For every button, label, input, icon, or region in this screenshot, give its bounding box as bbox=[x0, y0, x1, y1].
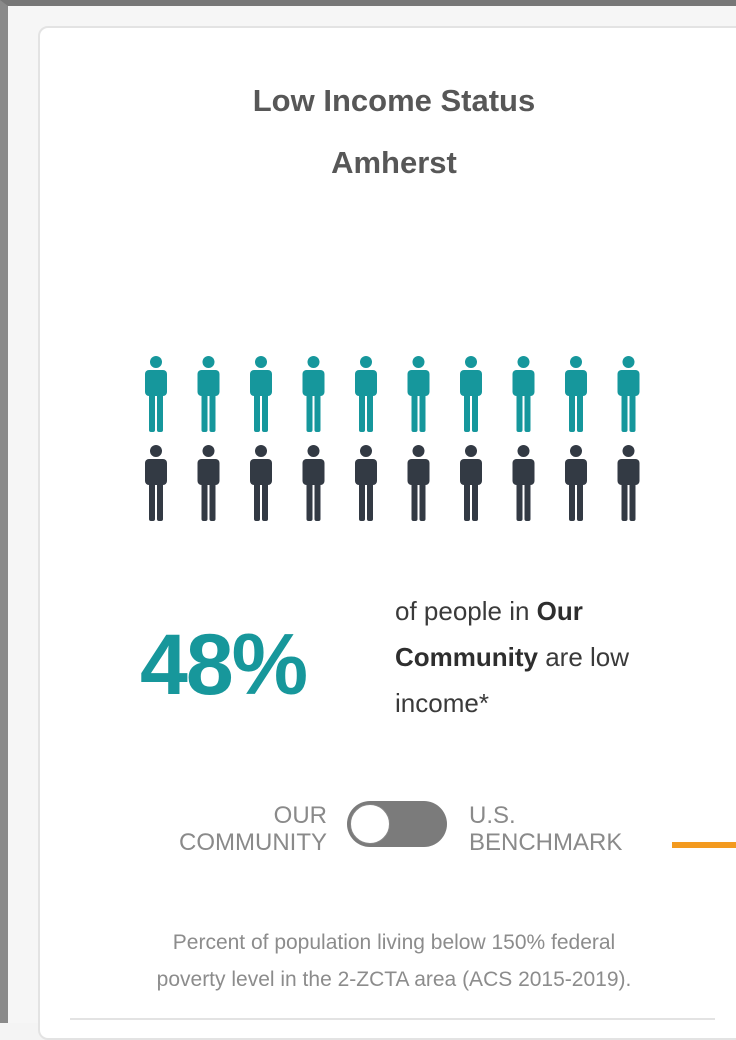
toggle-knob bbox=[350, 804, 390, 844]
person-icon bbox=[565, 445, 587, 521]
person-icon bbox=[302, 445, 325, 521]
separator bbox=[70, 1018, 715, 1020]
description-text: are low income* bbox=[395, 642, 630, 718]
person-icon bbox=[565, 356, 587, 432]
person-icon bbox=[512, 445, 535, 521]
indicator-line bbox=[672, 842, 736, 848]
label-line: BENCHMARK bbox=[469, 829, 623, 856]
toggle-label-left[interactable]: OUR COMMUNITY bbox=[40, 802, 327, 856]
card-subtitle: Amherst bbox=[331, 145, 457, 180]
footnote: Percent of population living below 150% … bbox=[172, 931, 616, 954]
toggle-label-right[interactable]: U.S. BENCHMARK bbox=[469, 802, 622, 856]
label-line: COMMUNITY bbox=[179, 829, 327, 856]
description-text: of people in bbox=[395, 596, 537, 626]
person-icon bbox=[145, 356, 167, 432]
description: of people in Our Community are low incom… bbox=[395, 588, 705, 726]
person-icon bbox=[460, 445, 482, 521]
toggle-switch[interactable] bbox=[347, 801, 447, 847]
person-icon bbox=[355, 356, 377, 432]
description-bold: Our Community bbox=[395, 596, 583, 672]
card-title: Low Income Status bbox=[252, 83, 536, 118]
person-icon bbox=[197, 445, 220, 521]
person-icon bbox=[407, 356, 430, 432]
footnote: poverty level in the 2-ZCTA area (ACS 20… bbox=[156, 968, 632, 991]
person-icon bbox=[617, 445, 640, 521]
person-icon bbox=[197, 356, 220, 432]
person-icon bbox=[250, 445, 272, 521]
person-icon bbox=[460, 356, 482, 432]
person-icon bbox=[512, 356, 535, 432]
card: Low Income Status Amherst 48% of people … bbox=[38, 26, 736, 1040]
stat-value: 48% bbox=[140, 617, 308, 713]
person-icon bbox=[617, 356, 640, 432]
pictogram bbox=[145, 356, 640, 521]
person-icon bbox=[355, 445, 377, 521]
label-line: U.S. bbox=[469, 802, 516, 829]
label-line: OUR bbox=[273, 802, 327, 829]
person-icon bbox=[407, 445, 430, 521]
person-icon bbox=[250, 356, 272, 432]
person-icon bbox=[302, 356, 325, 432]
person-icon bbox=[145, 445, 167, 521]
